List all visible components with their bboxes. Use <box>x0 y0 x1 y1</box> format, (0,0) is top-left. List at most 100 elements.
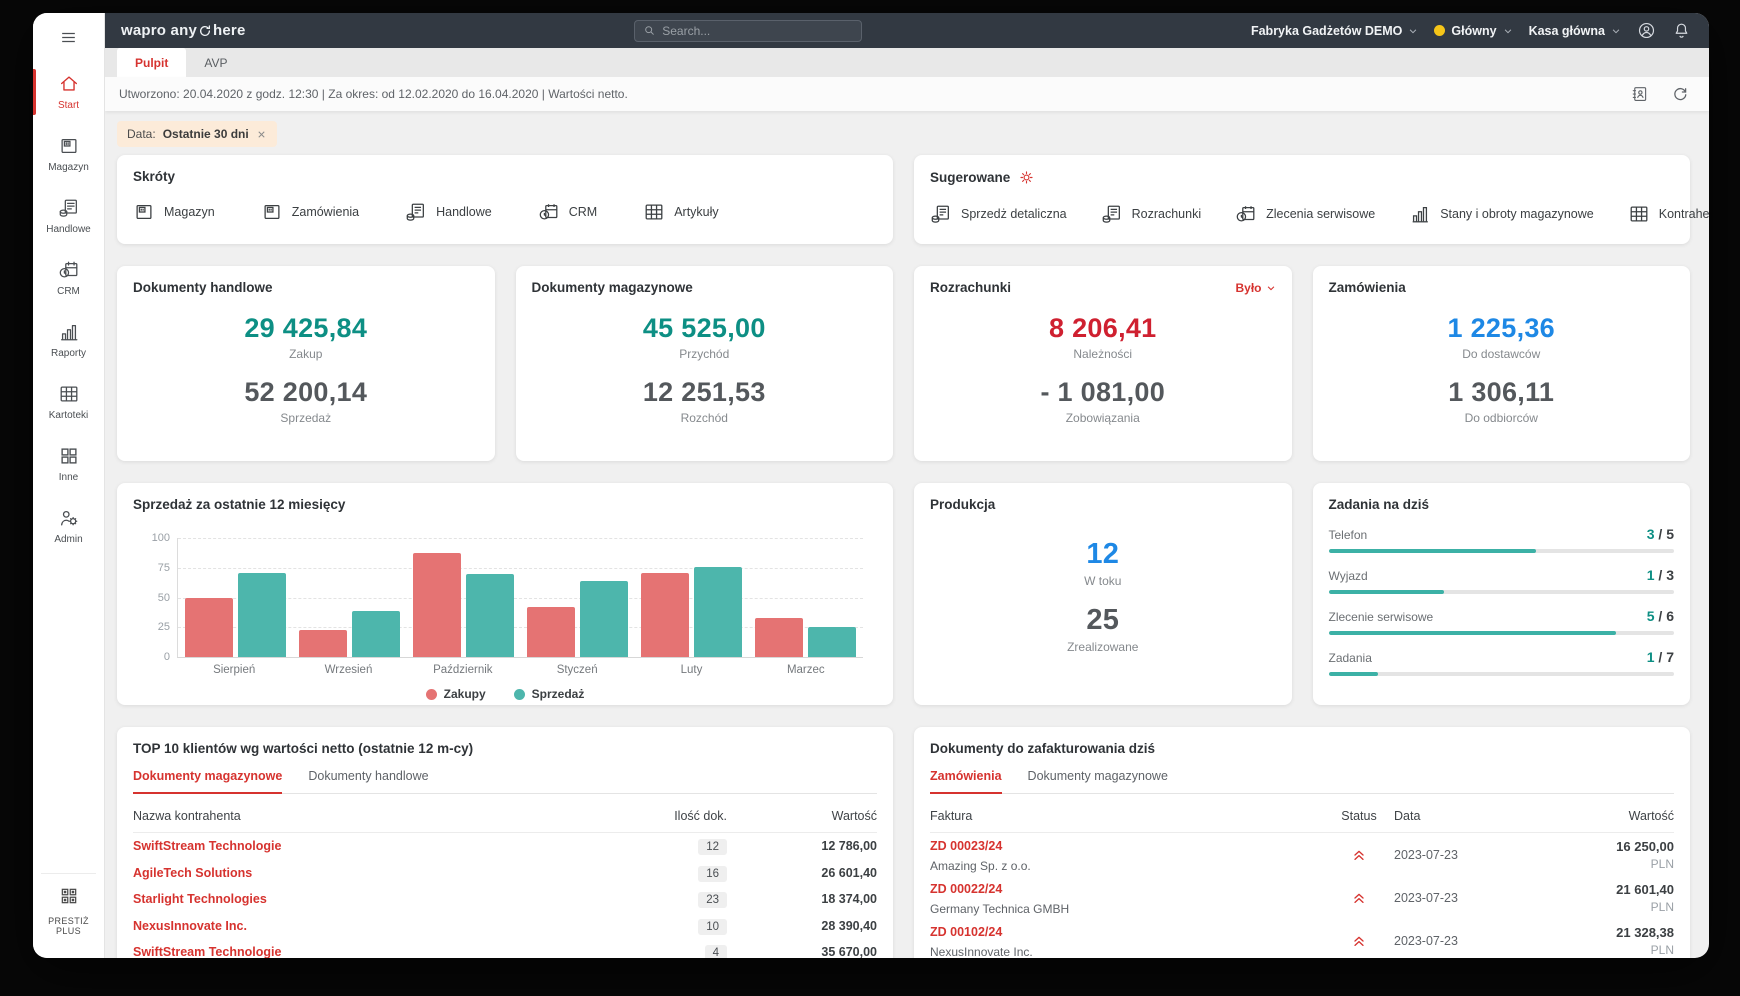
sidebar-item-label: Kartoteki <box>48 410 89 421</box>
tab-zamowienia[interactable]: Zamówienia <box>930 769 1002 794</box>
tab-avp[interactable]: AVP <box>204 55 228 70</box>
documents-coins-icon <box>1102 205 1120 223</box>
card-dokumenty-handlowe: Dokumenty handlowe 29 425,84 Zakup 52 20… <box>117 266 495 461</box>
clock-calendar-icon <box>539 204 558 220</box>
contacts-button[interactable] <box>1631 85 1649 103</box>
suggested-zlecenia-serwisowe[interactable]: Zlecenia serwisowe <box>1235 203 1375 225</box>
sidebar-item-inne[interactable]: Inne <box>33 433 104 495</box>
bar-sprzedaz[interactable] <box>694 566 743 657</box>
shortcut-artykuly[interactable]: Artykuły <box>643 201 719 223</box>
table-row[interactable]: ZD 00022/24 Germany Technica GMBH 2023-07… <box>930 881 1674 916</box>
close-icon[interactable] <box>256 129 267 140</box>
page-tabbar: Pulpit AVP <box>105 48 1709 77</box>
task-progress-track <box>1328 590 1674 594</box>
table-row[interactable]: AgileTech Solutions 16 26 601,40 <box>133 865 877 882</box>
search-input[interactable] <box>662 23 854 38</box>
sidebar-item-admin[interactable]: Admin <box>33 495 104 557</box>
notifications-button[interactable] <box>1672 21 1691 40</box>
table-row[interactable]: SwiftStream Technologie 4 35 670,00 <box>133 939 877 958</box>
table-row[interactable]: Starlight Technologies 23 18 374,00 <box>133 892 877 909</box>
circular-arrows-icon <box>199 24 211 36</box>
shortcut-magazyn[interactable]: Magazyn <box>133 201 215 223</box>
prestiz-line2: PLUS <box>55 926 82 936</box>
bar-zakupy[interactable] <box>641 572 690 657</box>
value-zrealizowane: 25 <box>1086 604 1120 636</box>
task-label: Wyjazd <box>1328 569 1368 583</box>
tab-pulpit[interactable]: Pulpit <box>117 48 187 77</box>
sidebar: Start Magazyn Handlowe CRM Raporty <box>33 13 105 958</box>
clock-calendar-icon <box>1236 206 1255 222</box>
tab-dokumenty-magazynowe[interactable]: Dokumenty magazynowe <box>1027 769 1168 783</box>
sidebar-item-magazyn[interactable]: Magazyn <box>33 123 104 185</box>
bar-sprzedaz[interactable] <box>808 627 857 657</box>
global-search[interactable] <box>634 19 863 42</box>
table-row[interactable]: ZD 00102/24 NexusInnovate Inc. 2023-07-23… <box>930 924 1674 959</box>
card-zamowienia: Zamówienia 1 225,36 Do dostawców 1 306,1… <box>1312 266 1690 461</box>
gridline <box>178 567 863 569</box>
shortcut-zamowienia[interactable]: Zamówienia <box>261 201 359 223</box>
sidebar-item-crm[interactable]: CRM <box>33 247 104 309</box>
task-wyjazd[interactable]: Wyjazd 1 / 3 <box>1328 567 1674 594</box>
bar-sprzedaz[interactable] <box>580 580 629 657</box>
sidebar-item-raporty[interactable]: Raporty <box>33 309 104 371</box>
count-badge: 23 <box>698 892 727 909</box>
shortcut-crm[interactable]: CRM <box>538 201 597 223</box>
top-clients-title: TOP 10 klientów wg wartości netto (ostat… <box>133 741 474 756</box>
card-dokumenty-magazynowe: Dokumenty magazynowe 45 525,00 Przychód … <box>515 266 893 461</box>
report-meta-text: Utworzono: 20.04.2020 z godz. 12:30 | Za… <box>119 87 628 101</box>
task-zadania[interactable]: Zadania 1 / 7 <box>1328 649 1674 676</box>
bar-sprzedaz[interactable] <box>237 572 286 657</box>
card-title: Rozrachunki <box>930 280 1012 295</box>
chevron-down-icon <box>1267 285 1274 290</box>
user-menu-button[interactable] <box>1637 21 1656 40</box>
bar-zakupy[interactable] <box>298 629 347 657</box>
clock-calendar-icon <box>58 259 80 281</box>
suggested-kontrahenci[interactable]: Kontrahenci <box>1628 203 1709 225</box>
shortcuts-title: Skróty <box>133 169 176 184</box>
chart-plot: 100 75 50 25 0 <box>152 532 863 663</box>
suggested-sprzedaz-detaliczna[interactable]: Sprzedż detaliczna <box>930 203 1067 225</box>
app-logo: wapro any here <box>121 22 246 39</box>
date-filter-chip[interactable]: Data: Ostatnie 30 dni <box>117 121 277 147</box>
sidebar-item-label: Inne <box>58 472 79 483</box>
production-card: Produkcja 12 W toku 25 Zrealizowane <box>914 483 1292 705</box>
label-naleznosci: Należności <box>1073 347 1133 361</box>
sidebar-item-label: Admin <box>54 534 83 545</box>
bar-zakupy[interactable] <box>527 607 576 657</box>
tasks-title: Zadania na dziś <box>1328 497 1430 512</box>
bylo-dropdown[interactable]: Było <box>1235 281 1275 295</box>
chevron-down-icon <box>1410 28 1417 33</box>
suggested-stany-obroty[interactable]: Stany i obroty magazynowe <box>1409 203 1594 225</box>
sidebar-item-kartoteki[interactable]: Kartoteki <box>33 371 104 433</box>
task-telefon[interactable]: Telefon 3 / 5 <box>1328 526 1674 553</box>
refresh-button[interactable] <box>1671 85 1689 103</box>
warehouse-selector[interactable]: Główny <box>1434 24 1512 38</box>
x-label: Sierpień <box>213 664 256 676</box>
table-row[interactable]: ZD 00023/24 Amazing Sp. z o.o. 2023-07-23… <box>930 838 1674 873</box>
production-title: Produkcja <box>930 497 996 512</box>
bar-sprzedaz[interactable] <box>351 610 400 657</box>
col-data: Data <box>1394 809 1421 823</box>
bar-group-wrzesien <box>292 538 406 657</box>
bar-zakupy[interactable] <box>184 597 233 657</box>
sidebar-item-label: Handlowe <box>46 224 91 235</box>
package-icon <box>264 204 280 220</box>
company-selector[interactable]: Fabryka Gadżetów DEMO <box>1251 24 1418 38</box>
task-zlecenie-serwisowe[interactable]: Zlecenie serwisowe 5 / 6 <box>1328 608 1674 635</box>
tab-dokumenty-magazynowe[interactable]: Dokumenty magazynowe <box>133 769 283 794</box>
suggested-rozrachunki[interactable]: Rozrachunki <box>1101 203 1201 225</box>
sidebar-item-handlowe[interactable]: Handlowe <box>33 185 104 247</box>
table-row[interactable]: SwiftStream Technologie 12 12 786,00 <box>133 839 877 856</box>
sidebar-item-start[interactable]: Start <box>33 61 104 123</box>
table-row[interactable]: NexusInnovate Inc. 10 28 390,40 <box>133 918 877 935</box>
tab-dokumenty-handlowe[interactable]: Dokumenty handlowe <box>308 769 429 783</box>
bar-zakupy[interactable] <box>412 553 461 657</box>
bar-sprzedaz[interactable] <box>465 573 514 657</box>
cashbox-selector[interactable]: Kasa główna <box>1529 24 1621 38</box>
bar-zakupy[interactable] <box>755 617 804 657</box>
documents-coins-icon <box>931 205 949 223</box>
menu-toggle-button[interactable] <box>33 13 104 61</box>
x-label: Luty <box>680 664 703 676</box>
documents-coins-icon <box>406 203 425 221</box>
shortcut-handlowe[interactable]: Handlowe <box>405 201 492 223</box>
